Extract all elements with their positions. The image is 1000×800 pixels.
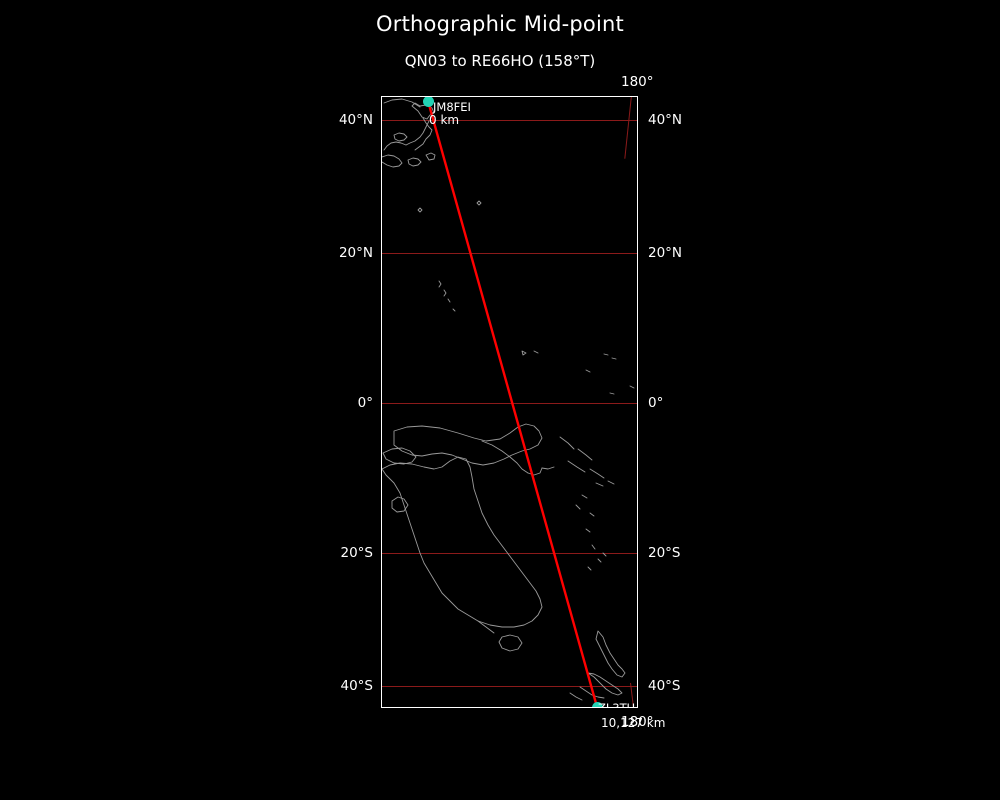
- gridline-lat-0: [382, 403, 637, 404]
- latitude-label-right-40s: 40°S: [648, 678, 681, 694]
- latitude-label-left-40s: 40°S: [340, 678, 374, 694]
- gridline-lat-20s: [382, 553, 637, 554]
- marker-origin[interactable]: [423, 97, 434, 107]
- latitude-label-left-40n: 40°N: [338, 112, 373, 128]
- map-frame: JM8FEI 0 km ZL3TU: [381, 96, 638, 708]
- latitude-label-left-20n: 20°N: [338, 245, 373, 261]
- gridline-lat-20n: [382, 253, 637, 254]
- latitude-label-right-40n: 40°N: [648, 112, 683, 128]
- latitude-label-left-0: 0°: [357, 395, 373, 411]
- gridline-lat-40n: [382, 120, 637, 121]
- coastlines-layer: [382, 98, 635, 701]
- destination-distance-label: 10,127 km: [601, 716, 666, 730]
- destination-callsign-label: ZL3TU: [598, 701, 636, 708]
- latitude-label-left-20s: 20°S: [340, 545, 374, 561]
- latitude-label-right-20n: 20°N: [648, 245, 683, 261]
- longitude-label-top: 180°: [621, 74, 654, 90]
- latitude-label-right-20s: 20°S: [648, 545, 681, 561]
- latitude-label-right-0: 0°: [648, 395, 664, 411]
- page-title: Orthographic Mid-point: [376, 12, 624, 36]
- great-circle-path: [426, 100, 599, 707]
- gridline-lat-40s: [382, 686, 637, 687]
- figure-subtitle: QN03 to RE66HO (158°T): [404, 52, 596, 70]
- longitude-label-bottom: 180°: [621, 714, 654, 730]
- origin-callsign-label: JM8FEI: [433, 100, 471, 114]
- origin-distance-label: 0 km: [429, 113, 460, 127]
- marker-destination[interactable]: [592, 702, 603, 707]
- map-viewport: JM8FEI 0 km ZL3TU: [382, 97, 637, 707]
